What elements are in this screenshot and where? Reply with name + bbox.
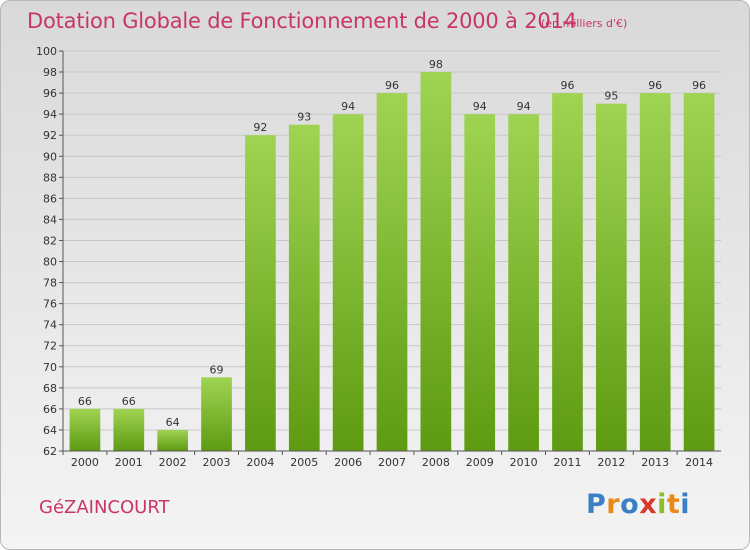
y-tick-label: 64 [43, 424, 57, 437]
axes [59, 50, 721, 455]
value-label-2013: 96 [648, 79, 662, 92]
y-tick-label: 68 [43, 382, 57, 395]
x-tick-label-2001: 2001 [115, 456, 143, 469]
y-tick-label: 86 [43, 192, 57, 205]
proxiti-logo[interactable]: Proxiti [586, 489, 690, 520]
bar-2008 [420, 72, 452, 451]
commune-name: GéZAINCOURT [39, 497, 170, 518]
x-tick-label-2008: 2008 [422, 456, 450, 469]
logo-letter: P [586, 489, 607, 520]
value-label-2006: 94 [341, 100, 355, 113]
value-label-2007: 96 [385, 79, 399, 92]
x-tick-label-2004: 2004 [246, 456, 274, 469]
logo-letter: t [666, 489, 681, 520]
value-label-2009: 94 [473, 100, 487, 113]
value-label-2012: 95 [604, 90, 618, 103]
value-label-2000: 66 [78, 395, 92, 408]
bar-2002 [157, 429, 189, 451]
y-tick-label: 62 [43, 445, 57, 458]
x-tick-label-2006: 2006 [334, 456, 362, 469]
logo-letter: r [606, 489, 621, 520]
bar-2003 [201, 377, 232, 451]
bar-2007 [376, 93, 408, 452]
y-tick-label: 82 [43, 234, 57, 247]
chart-title: Dotation Globale de Fonctionnement de 20… [27, 9, 577, 33]
logo-letter: o [620, 489, 640, 520]
x-tick-label-2014: 2014 [685, 456, 713, 469]
bar-2012 [595, 103, 627, 451]
bar-2004 [245, 135, 276, 452]
x-tick-label-2003: 2003 [203, 456, 231, 469]
y-tick-label: 96 [43, 87, 57, 100]
bars [69, 72, 715, 452]
value-label-2005: 93 [297, 111, 311, 124]
y-tick-label: 70 [43, 361, 57, 374]
bar-2010 [508, 114, 539, 451]
x-tick-label-2000: 2000 [71, 456, 99, 469]
bar-2011 [552, 93, 583, 452]
y-tick-label: 90 [43, 150, 57, 163]
bar-2000 [69, 408, 101, 451]
bar-2013 [639, 93, 671, 452]
value-label-2001: 66 [122, 395, 136, 408]
value-label-2010: 94 [517, 100, 531, 113]
x-tick-label-2002: 2002 [159, 456, 187, 469]
y-tick-label: 88 [43, 171, 57, 184]
chart-subtitle: (en milliers d'€) [541, 17, 628, 30]
value-label-2011: 96 [560, 79, 574, 92]
value-label-2002: 64 [166, 416, 180, 429]
logo-letter: x [639, 489, 658, 520]
value-label-2014: 96 [692, 79, 706, 92]
value-label-2008: 98 [429, 58, 443, 71]
y-tick-label: 100 [36, 45, 57, 58]
bar-2006 [332, 114, 364, 451]
y-tick-label: 92 [43, 129, 57, 142]
y-tick-label: 94 [43, 108, 57, 121]
y-tick-label: 78 [43, 277, 57, 290]
y-tick-label: 72 [43, 340, 57, 353]
bar-2014 [683, 93, 715, 452]
x-tick-label-2005: 2005 [290, 456, 318, 469]
y-tick-label: 98 [43, 66, 57, 79]
x-tick-label-2007: 2007 [378, 456, 406, 469]
logo-letter: i [657, 489, 667, 520]
x-tick-label-2012: 2012 [597, 456, 625, 469]
x-tick-label-2010: 2010 [510, 456, 538, 469]
y-tick-label: 84 [43, 213, 57, 226]
bar-2009 [464, 114, 496, 451]
value-label-2003: 69 [210, 363, 224, 376]
y-tick-label: 74 [43, 319, 57, 332]
x-tick-label-2013: 2013 [641, 456, 669, 469]
logo-letter: i [680, 489, 691, 520]
value-label-2004: 92 [253, 121, 267, 134]
y-tick-label: 66 [43, 403, 57, 416]
y-tick-label: 80 [43, 256, 57, 269]
x-tick-label-2011: 2011 [553, 456, 581, 469]
x-tick-label-2009: 2009 [466, 456, 494, 469]
y-tick-label: 76 [43, 298, 57, 311]
bar-2001 [113, 408, 145, 451]
labels: 62 64 66 68 70 72 74 76 78 80 82 84 86 88 90 92 94 96 98 10… [36, 45, 713, 469]
bar-2005 [288, 124, 320, 452]
